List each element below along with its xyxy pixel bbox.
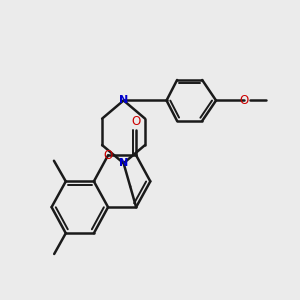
Text: O: O [239,94,249,107]
Text: N: N [119,158,128,168]
Text: N: N [119,95,128,106]
Text: O: O [103,149,113,162]
Text: O: O [131,115,141,128]
